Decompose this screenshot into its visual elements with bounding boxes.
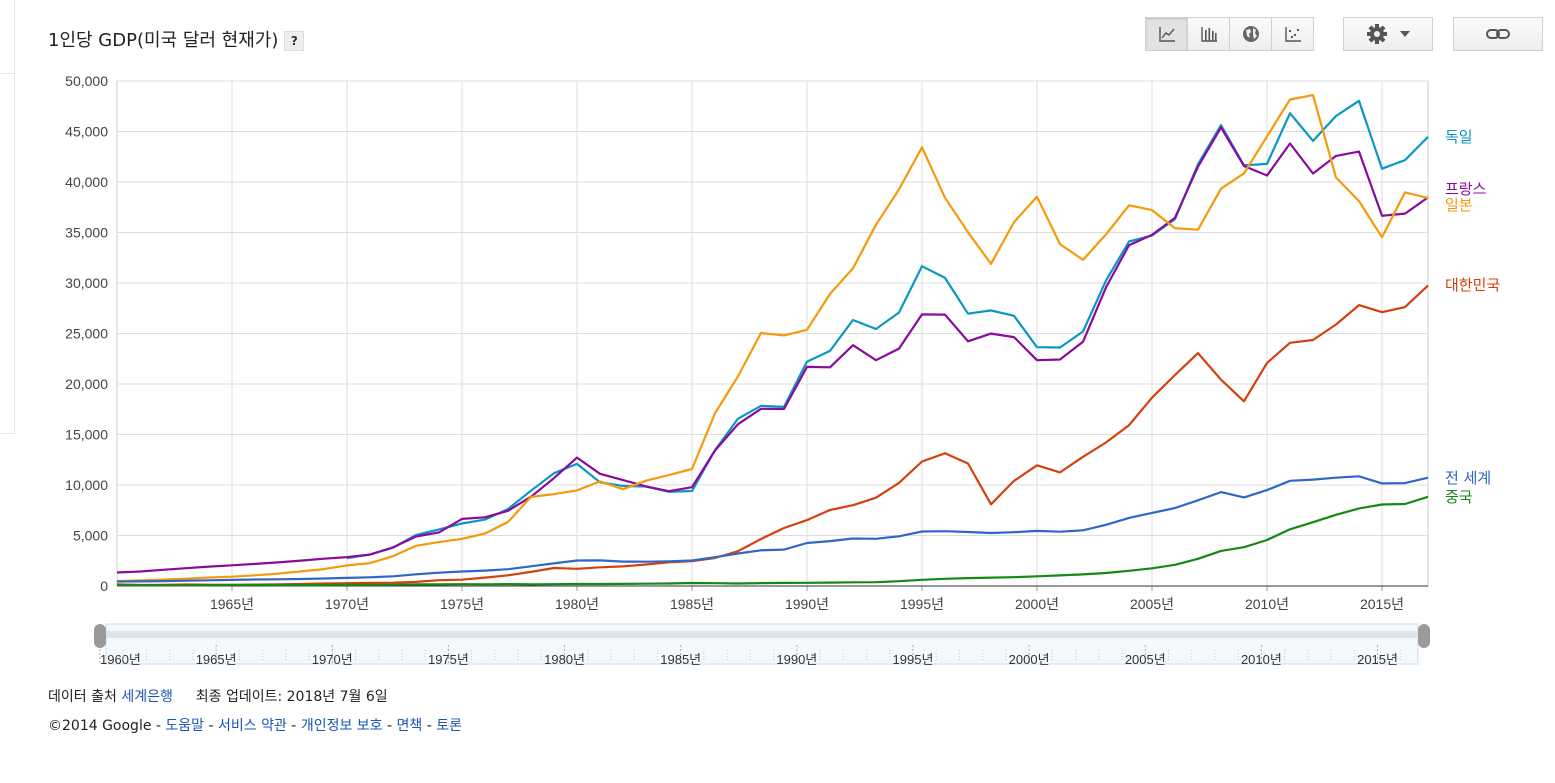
x-tick-label: 2015년 <box>1360 596 1404 612</box>
range-tick-label: 1985년 <box>660 652 701 667</box>
series-line <box>116 126 1429 574</box>
source-link[interactable]: 세계은행 <box>121 689 173 705</box>
range-tick-label: 1975년 <box>428 652 469 667</box>
range-selector-band <box>106 631 1418 638</box>
disclaimer-link[interactable]: 면책 <box>396 718 423 734</box>
scatter-button[interactable] <box>1271 17 1314 51</box>
range-tick-label: 2010년 <box>1241 652 1282 667</box>
series-label: 대한민국 <box>1445 276 1500 294</box>
y-tick-label: 10,000 <box>65 477 108 493</box>
series-line <box>116 475 1429 583</box>
range-tick-label: 2000년 <box>1009 652 1050 667</box>
y-tick-label: 30,000 <box>65 275 108 291</box>
line-chart-icon <box>1158 27 1175 42</box>
range-selector-track <box>105 623 1419 665</box>
range-tick-label: 1990년 <box>776 652 817 667</box>
settings-button[interactable] <box>1343 17 1433 51</box>
data-source-line: 데이터 출처 세계은행 최종 업데이트: 2018년 7월 6일 <box>48 686 388 706</box>
y-tick-label: 45,000 <box>65 124 108 140</box>
link-icon <box>1486 29 1510 39</box>
terms-link[interactable]: 서비스 약관 <box>218 718 287 734</box>
range-tick-label: 1995년 <box>893 652 934 667</box>
x-tick-label: 2010년 <box>1245 596 1289 612</box>
bar-chart-icon <box>1200 27 1217 42</box>
series-label: 프랑스 <box>1445 180 1487 198</box>
y-tick-label: 25,000 <box>65 326 108 342</box>
x-tick-label: 1975년 <box>440 596 484 612</box>
y-tick-label: 5,000 <box>73 528 108 544</box>
bar-chart-button[interactable] <box>1187 17 1230 51</box>
chevron-down-icon <box>1400 31 1410 37</box>
left-panel-edge <box>0 0 15 783</box>
series-label: 중국 <box>1445 488 1473 506</box>
range-tick-label: 1970년 <box>312 652 353 667</box>
range-handle-left <box>94 624 106 648</box>
range-tick-label: 1965년 <box>196 652 237 667</box>
series-label: 전 세계 <box>1445 469 1491 487</box>
discussion-link[interactable]: 토론 <box>436 718 462 734</box>
chart-type-toolbar <box>1145 17 1314 51</box>
help-link[interactable]: 도움말 <box>165 718 205 734</box>
series-line <box>116 495 1429 587</box>
privacy-link[interactable]: 개인정보 보호 <box>300 718 383 734</box>
line-chart: 0 5,000 10,000 15,000 20,000 25,000 30,000 35,0… <box>65 73 1500 667</box>
y-tick-label: 0 <box>100 578 108 594</box>
series-label: 독일 <box>1445 128 1473 146</box>
x-tick-label: 2005년 <box>1130 596 1174 612</box>
x-tick-label: 1965년 <box>210 596 254 612</box>
gear-icon <box>1367 24 1387 44</box>
page-title: 1인당 GDP(미국 달러 현재가) <box>48 30 279 51</box>
y-tick-label: 15,000 <box>65 427 108 443</box>
x-tick-label: 2000년 <box>1015 596 1059 612</box>
last-updated: 최종 업데이트: 2018년 7월 6일 <box>195 689 388 705</box>
series-label: 일본 <box>1445 196 1473 214</box>
x-tick-label: 1990년 <box>785 596 829 612</box>
y-tick-label: 35,000 <box>65 225 108 241</box>
help-button[interactable]: ? <box>284 31 305 51</box>
x-tick-label: 1985년 <box>670 596 714 612</box>
range-tick-label: 2005년 <box>1125 652 1166 667</box>
range-tick-label: 2015년 <box>1357 652 1398 667</box>
range-tick-label: 1960년 <box>100 652 141 667</box>
x-tick-label: 1970년 <box>325 596 369 612</box>
series-line <box>116 94 1429 583</box>
x-tick-label: 1995년 <box>900 596 944 612</box>
series-line <box>346 99 1429 560</box>
y-tick-label: 40,000 <box>65 174 108 190</box>
link-button[interactable] <box>1453 17 1543 51</box>
chart-title-row: 1인당 GDP(미국 달러 현재가)? <box>48 26 305 52</box>
source-prefix: 데이터 출처 <box>48 689 117 705</box>
range-handle-right <box>1418 624 1430 648</box>
series-line <box>116 284 1429 587</box>
x-tick-label: 1980년 <box>555 596 599 612</box>
y-tick-label: 20,000 <box>65 376 108 392</box>
copyright: ©2014 Google <box>48 718 152 734</box>
scatter-icon <box>1284 27 1301 42</box>
range-tick-label: 1980년 <box>544 652 585 667</box>
y-tick-label: 50,000 <box>65 73 108 89</box>
copyright-line: ©2014 Google - 도움말 - 서비스 약관 - 개인정보 보호 - … <box>48 718 462 734</box>
globe-icon <box>1242 26 1259 42</box>
